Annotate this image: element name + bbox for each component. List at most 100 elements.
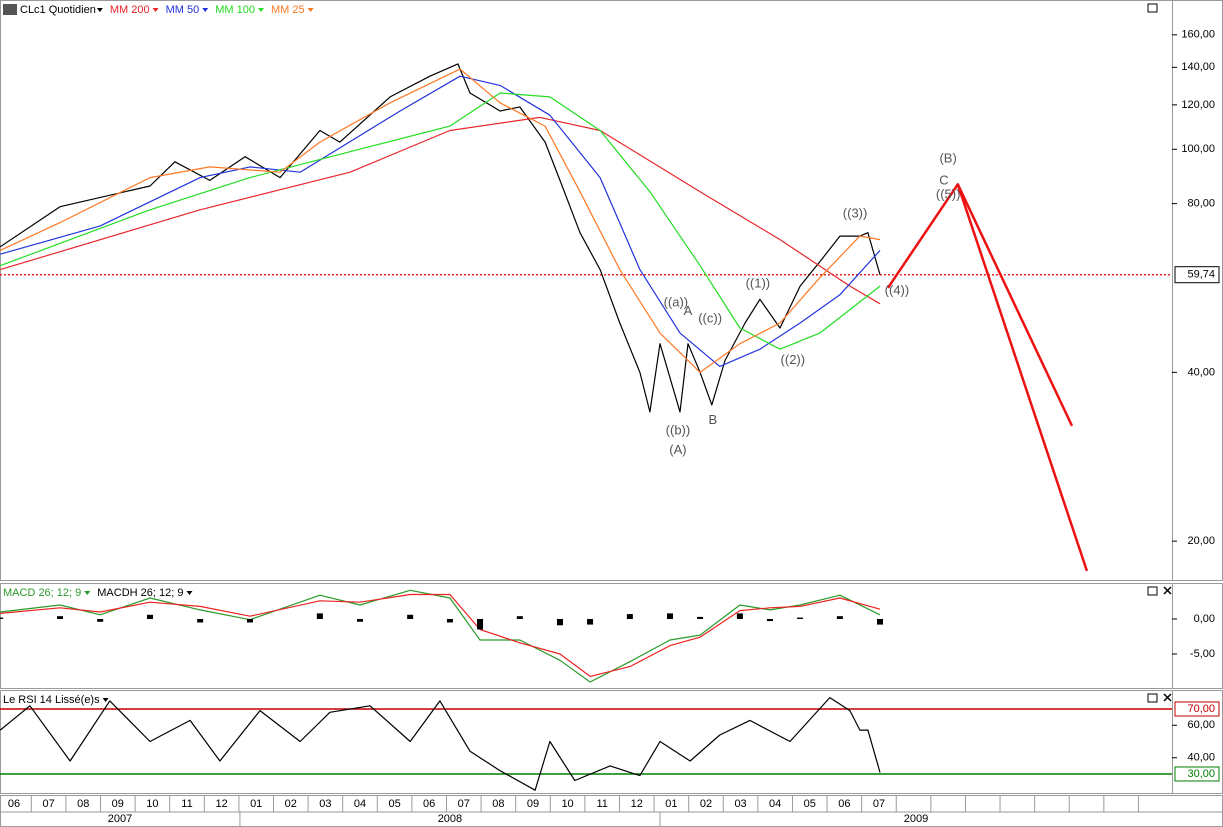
x-tick-label: 06	[423, 798, 435, 810]
histogram-bar	[97, 618, 104, 622]
price-line	[0, 63, 881, 413]
maximize-button[interactable]	[1147, 3, 1158, 13]
indicator-line	[0, 116, 881, 305]
legend-item[interactable]: MM 25	[271, 4, 305, 16]
wave-label: ((5))	[936, 187, 961, 202]
dropdown-caret[interactable]	[84, 591, 91, 595]
histogram-bar	[626, 614, 633, 619]
legend-item[interactable]: MACDH 26; 12; 9	[97, 587, 183, 599]
x-tick-label: 05	[388, 798, 400, 810]
y-tick-label: 0,00	[1194, 613, 1215, 625]
y-tick-label: 100,00	[1181, 143, 1215, 155]
level-label-box	[1174, 766, 1220, 782]
dropdown-caret[interactable]	[186, 591, 193, 595]
x-tick-label: 01	[250, 798, 262, 810]
wave-label: ((3))	[843, 206, 868, 221]
legend-item[interactable]: MACD 26; 12; 9	[3, 587, 81, 599]
indicator-line	[0, 75, 881, 367]
histogram-bar	[407, 614, 414, 619]
histogram-bar	[146, 614, 153, 619]
x-tick-label: 04	[769, 798, 781, 810]
histogram-bar	[797, 617, 804, 619]
histogram-bar	[246, 618, 253, 623]
wave-label: ((c))	[698, 310, 722, 325]
x-tick-label: 08	[77, 798, 89, 810]
legend-item[interactable]: MM 200	[110, 4, 150, 16]
x-tick-label: 12	[631, 798, 643, 810]
level-label: 70,00	[1187, 703, 1215, 715]
histogram-bar	[766, 618, 773, 622]
close-button[interactable]	[1163, 693, 1172, 702]
dropdown-caret[interactable]	[102, 698, 109, 702]
y-tick-label: 140,00	[1181, 61, 1215, 73]
histogram-bar	[516, 616, 523, 619]
histogram-bar	[587, 618, 594, 625]
x-tick-label: 09	[527, 798, 539, 810]
dropdown-caret[interactable]	[307, 8, 314, 12]
x-tick-label: 07	[42, 798, 54, 810]
wave-label: A	[684, 303, 693, 318]
x-tick-label: 02	[700, 798, 712, 810]
indicator-line	[0, 92, 881, 350]
last-value-box	[1174, 266, 1220, 284]
histogram-bar	[876, 618, 883, 625]
level-label: 30,00	[1187, 768, 1215, 780]
wave-label: ((b))	[666, 423, 691, 438]
level-label-box	[1174, 701, 1220, 717]
wave-label: C	[939, 173, 948, 188]
wave-label: (A)	[669, 442, 686, 457]
dropdown-caret[interactable]	[96, 8, 103, 12]
y-tick-label: 20,00	[1187, 535, 1215, 547]
histogram-bar	[197, 618, 204, 623]
legend-item[interactable]: Le RSI 14 Lissé(e)s	[3, 694, 100, 706]
year-label: 2008	[438, 813, 462, 825]
dropdown-caret[interactable]	[152, 8, 159, 12]
indicator-line	[0, 697, 881, 791]
wave-label: B	[709, 412, 718, 427]
x-tick-label: 11	[596, 798, 607, 810]
histogram-bar	[446, 618, 453, 623]
maximize-button[interactable]	[1147, 693, 1158, 703]
histogram-bar	[477, 618, 484, 630]
y-tick-label: 40,00	[1187, 752, 1215, 764]
y-tick-label: 120,00	[1181, 99, 1215, 111]
instrument-icon	[3, 4, 17, 15]
x-tick-label: 01	[665, 798, 677, 810]
dropdown-caret[interactable]	[202, 8, 209, 12]
dropdown-caret[interactable]	[257, 8, 264, 12]
wave-label: ((1))	[746, 275, 771, 290]
x-tick-label: 08	[492, 798, 504, 810]
year-label: 2009	[904, 813, 928, 825]
year-label: 2007	[108, 813, 132, 825]
histogram-bar	[57, 616, 64, 619]
chart-title: CLc1 Quotidien	[20, 4, 96, 16]
legend-item[interactable]: MM 50	[166, 4, 200, 16]
histogram-bar	[0, 617, 4, 619]
x-tick-label: 06	[8, 798, 20, 810]
close-button[interactable]	[1163, 586, 1172, 595]
x-tick-label: 11	[181, 798, 192, 810]
wave-label: (B)	[939, 151, 956, 166]
histogram-bar	[556, 618, 563, 626]
x-tick-label: 04	[354, 798, 366, 810]
histogram-bar	[697, 616, 704, 619]
y-tick-label: 60,00	[1187, 719, 1215, 731]
x-tick-label: 12	[215, 798, 227, 810]
price-line	[0, 593, 881, 677]
y-tick-label: -5,00	[1190, 648, 1215, 660]
wave-label: ((2))	[781, 352, 806, 367]
x-tick-label: 10	[146, 798, 158, 810]
legend-item[interactable]: MM 100	[215, 4, 255, 16]
maximize-button[interactable]	[1147, 586, 1158, 596]
x-tick-label: 03	[319, 798, 331, 810]
wave-label: ((a))	[664, 294, 689, 309]
x-tick-label: 03	[734, 798, 746, 810]
histogram-bar	[736, 613, 743, 619]
x-tick-label: 02	[285, 798, 297, 810]
wave-label: ((4))	[885, 282, 910, 297]
price-line	[956, 183, 1089, 572]
histogram-bar	[316, 613, 323, 619]
indicator-line	[0, 68, 881, 373]
